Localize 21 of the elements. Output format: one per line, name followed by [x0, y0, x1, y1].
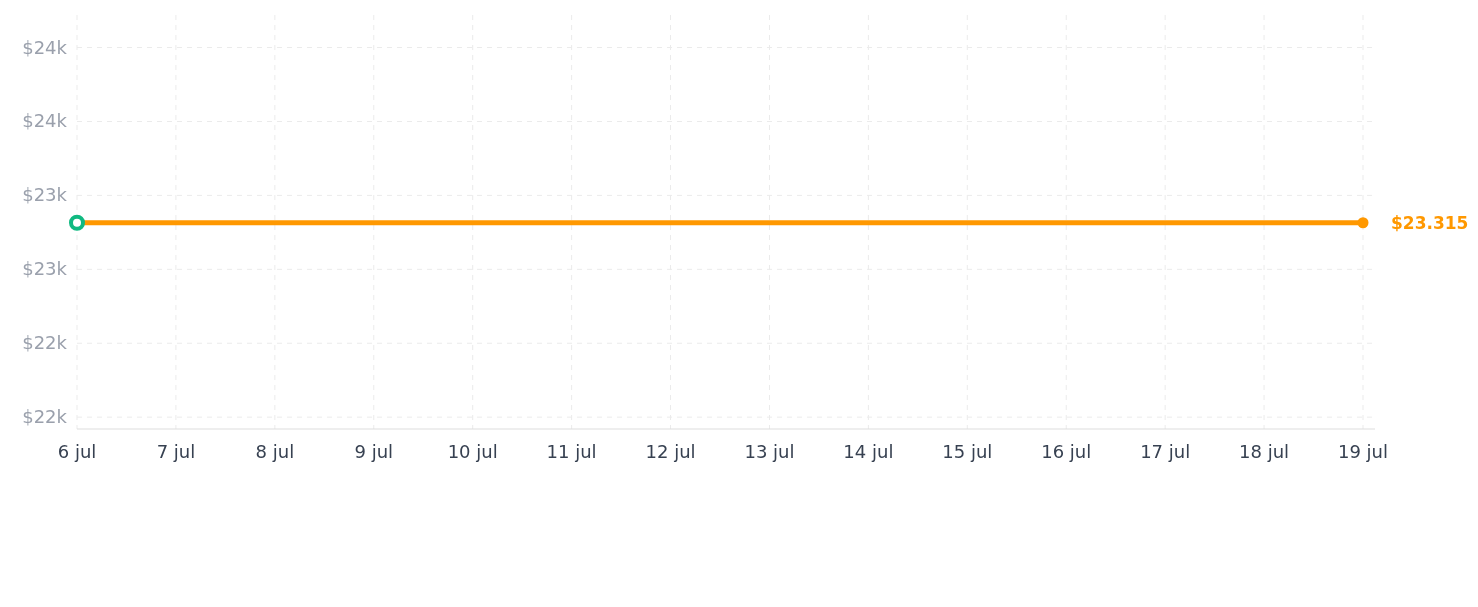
y-tick-label: $22k: [22, 332, 68, 354]
y-tick-label: $23k: [22, 258, 68, 280]
x-tick-label: 14 jul: [843, 441, 894, 462]
x-tick-label: 16 jul: [1041, 441, 1092, 462]
x-tick-label: 15 jul: [942, 441, 993, 462]
y-tick-label: $22k: [22, 406, 68, 428]
x-tick-label: 6 jul: [57, 441, 97, 462]
x-tick-label: 19 jul: [1337, 441, 1389, 462]
y-tick-label: $24k: [22, 36, 68, 58]
data-label: $23.315: [1391, 212, 1469, 233]
x-tick-label: 12 jul: [645, 441, 696, 462]
y-tick-label: $23k: [22, 184, 68, 206]
x-tick-label: 7 jul: [156, 441, 196, 462]
x-tick-label: 10 jul: [447, 441, 498, 462]
x-tick-label: 17 jul: [1140, 441, 1191, 462]
x-tick-label: 11 jul: [546, 441, 597, 462]
x-tick-label: 13 jul: [744, 441, 795, 462]
y-tick-label: $24k: [22, 110, 68, 132]
x-tick-label: 9 jul: [354, 441, 394, 462]
x-tick-label: 18 jul: [1239, 441, 1290, 462]
x-tick-label: 8 jul: [255, 441, 295, 462]
